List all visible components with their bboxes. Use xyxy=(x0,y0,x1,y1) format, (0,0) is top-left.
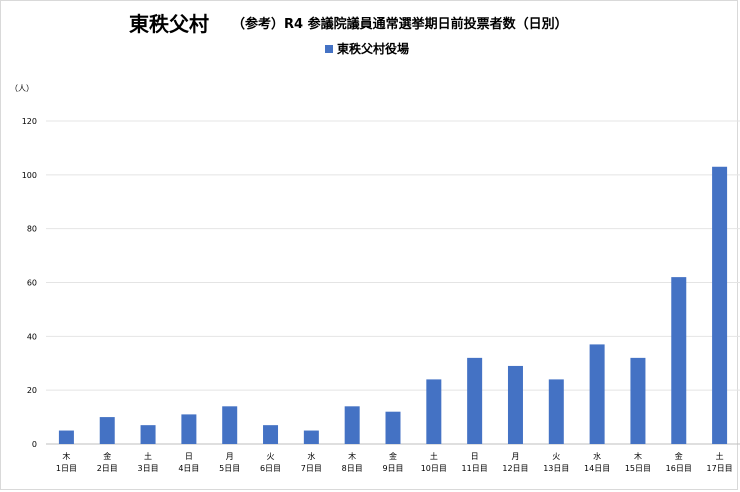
x-tick-weekday: 金 xyxy=(675,451,683,461)
y-tick-label: 120 xyxy=(22,117,37,126)
bar xyxy=(58,430,74,444)
y-tick-label: 20 xyxy=(27,386,37,395)
bar xyxy=(467,357,483,444)
x-tick-weekday: 木 xyxy=(634,451,642,461)
y-tick-label: 0 xyxy=(32,440,37,449)
x-tick-weekday: 日 xyxy=(185,452,193,461)
x-tick-day: 12日目 xyxy=(502,464,528,473)
x-tick-weekday: 火 xyxy=(267,452,275,461)
bar xyxy=(344,406,360,444)
x-tick-weekday: 木 xyxy=(348,451,356,461)
x-tick-weekday: 木 xyxy=(62,451,70,461)
x-tick-day: 7日目 xyxy=(301,464,322,473)
y-axis-unit: （人） xyxy=(10,84,34,93)
x-tick-day: 10日目 xyxy=(421,464,447,473)
y-tick-label: 80 xyxy=(27,225,37,234)
bar xyxy=(263,425,279,444)
bar xyxy=(589,344,605,444)
x-tick-day: 6日目 xyxy=(260,464,281,473)
x-tick-weekday: 土 xyxy=(430,451,438,461)
bar xyxy=(385,411,401,444)
x-tick-day: 8日目 xyxy=(342,464,363,473)
bar xyxy=(630,357,646,444)
x-tick-weekday: 金 xyxy=(103,451,111,461)
x-tick-day: 17日目 xyxy=(706,464,732,473)
bar xyxy=(222,406,238,444)
x-tick-day: 16日目 xyxy=(666,464,692,473)
x-tick-weekday: 土 xyxy=(716,451,724,461)
x-tick-day: 9日目 xyxy=(382,464,403,473)
x-tick-day: 4日目 xyxy=(178,464,199,473)
x-tick-day: 5日目 xyxy=(219,464,240,473)
x-tick-day: 15日目 xyxy=(625,464,651,473)
bar xyxy=(712,166,728,444)
y-tick-label: 60 xyxy=(27,279,37,288)
chart-subtitle: （参考）R4 参議院議員通常選挙期日前投票者数（日別） xyxy=(232,17,568,32)
x-tick-weekday: 土 xyxy=(144,451,152,461)
bar xyxy=(426,379,442,444)
legend-swatch xyxy=(325,44,333,53)
legend-label: 東秩父村役場 xyxy=(337,42,410,56)
x-tick-weekday: 火 xyxy=(552,452,560,461)
bar xyxy=(548,379,564,444)
bar xyxy=(303,430,319,444)
x-tick-day: 14日目 xyxy=(584,464,610,473)
x-tick-weekday: 日 xyxy=(471,452,479,461)
x-tick-day: 11日目 xyxy=(462,464,488,473)
bar xyxy=(99,417,115,444)
bar xyxy=(671,277,687,444)
x-tick-day: 1日目 xyxy=(56,464,77,473)
x-tick-weekday: 水 xyxy=(593,451,601,461)
x-tick-weekday: 金 xyxy=(389,451,397,461)
x-tick-weekday: 月 xyxy=(226,452,234,461)
y-tick-label: 40 xyxy=(27,332,37,341)
x-tick-day: 3日目 xyxy=(138,464,159,473)
y-tick-label: 100 xyxy=(22,171,37,180)
bar xyxy=(181,414,197,444)
bar xyxy=(140,425,156,444)
bar xyxy=(507,365,523,444)
chart-title: 東秩父村 xyxy=(129,12,209,36)
chart-legend: 東秩父村役場 xyxy=(325,40,409,57)
x-tick-weekday: 月 xyxy=(511,452,519,461)
x-tick-day: 2日目 xyxy=(97,464,118,473)
x-tick-weekday: 水 xyxy=(307,451,315,461)
x-tick-day: 13日目 xyxy=(543,464,569,473)
